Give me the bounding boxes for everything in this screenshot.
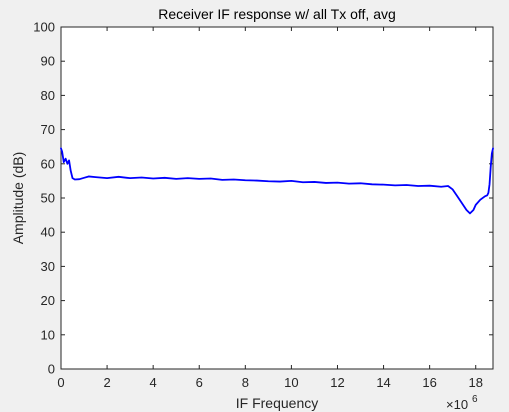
plot-area [60, 26, 494, 370]
x-tick-label: 2 [103, 375, 110, 390]
y-tick-label: 10 [41, 327, 55, 342]
x-axis-label: IF Frequency [236, 395, 318, 411]
y-tick-label: 90 [41, 54, 55, 69]
x-tick-label: 10 [284, 375, 298, 390]
x-tick-label: 6 [196, 375, 203, 390]
y-tick-label: 100 [33, 20, 55, 35]
x-exponent-base: ×10 [446, 397, 468, 412]
x-tick-label: 8 [242, 375, 249, 390]
y-tick-label: 60 [41, 156, 55, 171]
y-tick-label: 0 [48, 362, 55, 377]
y-tick-label: 30 [41, 259, 55, 274]
y-axis-label: Amplitude (dB) [10, 152, 26, 245]
x-exponent-power: 6 [472, 394, 478, 405]
x-tick-label: 4 [150, 375, 157, 390]
x-axis-ticks: 0 2 4 6 8 10 12 14 16 18 [57, 27, 483, 390]
x-tick-label: 14 [376, 375, 390, 390]
x-tick-label: 12 [330, 375, 344, 390]
x-tick-label: 16 [422, 375, 436, 390]
x-tick-label: 0 [57, 375, 64, 390]
x-tick-label: 18 [468, 375, 482, 390]
y-tick-label: 20 [41, 293, 55, 308]
series-line [60, 147, 494, 215]
series-layer [60, 147, 494, 215]
y-tick-label: 80 [41, 88, 55, 103]
y-tick-label: 40 [41, 225, 55, 240]
chart-title: Receiver IF response w/ all Tx off, avg [158, 6, 396, 22]
y-tick-label: 50 [41, 191, 55, 206]
y-tick-label: 70 [41, 122, 55, 137]
y-axis-ticks: 0 10 20 30 40 50 60 70 80 90 100 [33, 20, 493, 377]
